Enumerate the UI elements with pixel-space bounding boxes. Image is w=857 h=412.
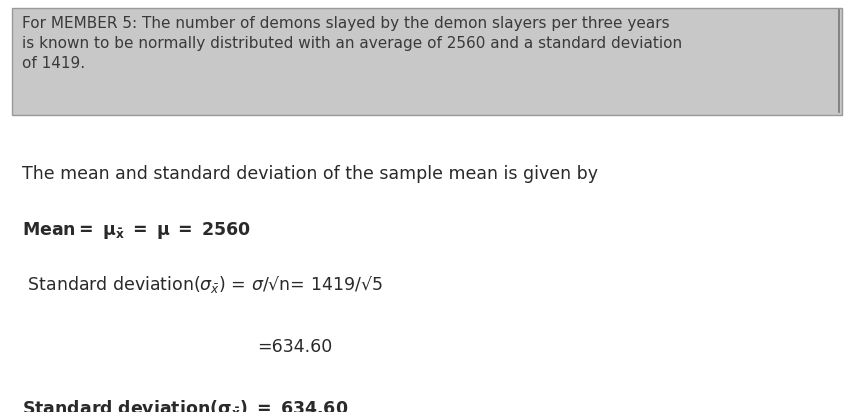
Text: Standard deviation($\sigma_{\bar{x}}$) = $\sigma$/√n= 1419/√5: Standard deviation($\sigma_{\bar{x}}$) =… (22, 274, 383, 295)
Text: $\bf{Mean=\ \mu_{\bar{x}}\ =\ \mu\ =\ 2560}$: $\bf{Mean=\ \mu_{\bar{x}}\ =\ \mu\ =\ 25… (22, 220, 251, 241)
Text: The mean and standard deviation of the sample mean is given by: The mean and standard deviation of the s… (22, 165, 598, 183)
Text: For MEMBER 5: The number of demons slayed by the demon slayers per three years
i: For MEMBER 5: The number of demons slaye… (22, 16, 682, 71)
Text: =634.60: =634.60 (257, 338, 333, 356)
Text: $\bf{Standard\ deviation(\sigma_{\bar{x}})\ =\ 634.60}$: $\bf{Standard\ deviation(\sigma_{\bar{x}… (22, 398, 349, 412)
Bar (12, 8, 842, 115)
